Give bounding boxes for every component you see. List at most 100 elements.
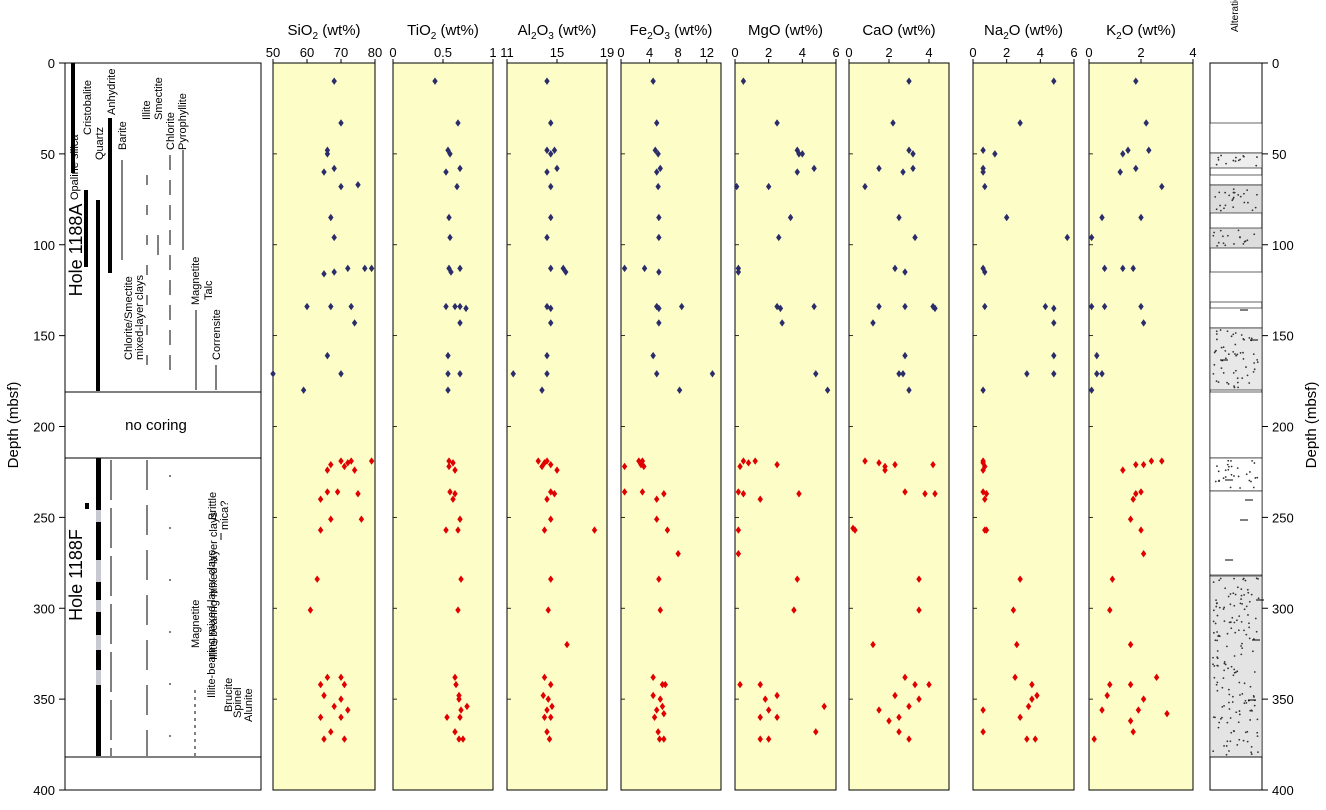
- alteration-dot: [1234, 353, 1236, 355]
- alteration-dot: [1224, 244, 1227, 247]
- data-point-1188F: [450, 495, 456, 503]
- alteration-dot: [1230, 465, 1233, 468]
- alteration-dot: [1256, 358, 1259, 361]
- data-point-1188A: [654, 168, 660, 176]
- data-point-1188F: [338, 673, 344, 682]
- alteration-dot: [1256, 731, 1259, 734]
- x-tick-label: 4: [1189, 45, 1196, 60]
- alteration-dot: [1235, 354, 1238, 357]
- data-point-1188F: [902, 488, 908, 496]
- alteration-dot: [1220, 367, 1223, 370]
- data-point-1188F: [345, 706, 351, 714]
- data-point-1188A: [447, 233, 453, 242]
- data-point-1188F: [452, 490, 458, 498]
- alteration-dot: [1234, 631, 1237, 634]
- data-point-1188F: [324, 488, 331, 496]
- alteration-dot: [1233, 671, 1236, 674]
- alteration-dot: [1224, 476, 1227, 478]
- alteration-dot: [1215, 380, 1218, 383]
- data-point-1188F: [460, 735, 466, 743]
- range-bar-quartz-F-gap5: [96, 670, 101, 685]
- data-point-1188F: [980, 466, 986, 474]
- data-point-1188A: [1117, 168, 1123, 176]
- alteration-dot: [1250, 709, 1253, 712]
- data-point-1188A: [900, 370, 906, 378]
- data-point-1188F: [355, 490, 361, 498]
- data-point-1188F: [821, 702, 827, 711]
- range-bar-quartz: [96, 200, 100, 391]
- alteration-dot: [1216, 664, 1219, 667]
- data-point-1188F: [906, 702, 912, 711]
- data-point-1188A: [1088, 302, 1095, 311]
- data-point-1188F: [368, 457, 375, 465]
- alteration-dot: [1212, 620, 1215, 623]
- data-point-1188A: [650, 351, 656, 360]
- mineral-label-F-spinel: Spinel: [232, 687, 244, 718]
- data-point-1188A: [554, 164, 560, 173]
- alteration-dot: [1212, 609, 1215, 612]
- data-point-1188A: [443, 302, 449, 311]
- data-point-1188A: [735, 268, 742, 276]
- x-tick-label: 4: [799, 45, 806, 60]
- data-point-1188A: [912, 233, 918, 242]
- alteration-dot: [1216, 650, 1219, 652]
- data-point-1188F: [926, 680, 932, 689]
- alteration-dot: [1237, 386, 1239, 389]
- data-point-1188A: [457, 370, 463, 378]
- alteration-dot: [1251, 209, 1254, 212]
- data-point-1188A: [324, 150, 331, 158]
- data-point-1188F: [980, 459, 986, 467]
- data-point-1188A: [980, 264, 986, 273]
- mineral-label-F-brittle: Brittle: [207, 492, 219, 520]
- alteration-dot: [1225, 745, 1228, 747]
- data-point-1188A: [1051, 77, 1057, 85]
- alteration-dot: [1216, 465, 1218, 468]
- alteration-dot: [1240, 594, 1243, 597]
- alteration-dot: [1229, 717, 1232, 719]
- data-point-1188F: [662, 680, 668, 689]
- data-point-1188A: [328, 213, 334, 222]
- data-point-1188F: [1025, 702, 1032, 711]
- data-point-1188A: [765, 182, 772, 191]
- alteration-dot: [1236, 467, 1239, 469]
- data-point-1188A: [331, 268, 337, 276]
- data-point-1188F: [548, 713, 554, 721]
- alteration-dot: [1255, 630, 1258, 633]
- data-point-1188F: [551, 490, 558, 498]
- data-point-1188F: [464, 702, 470, 711]
- left-axis-ticks: 0 50 100 150 200 250 300 350 400: [33, 56, 65, 798]
- alteration-dot: [1225, 162, 1227, 165]
- data-point-1188F: [455, 606, 461, 614]
- panel-frame: [392, 62, 494, 791]
- mineral-label-chlorite: Chlorite: [165, 112, 177, 150]
- alteration-dot: [1249, 471, 1251, 473]
- data-point-1188A: [1130, 264, 1136, 273]
- alteration-dot: [1253, 462, 1256, 464]
- alteration-dot: [1250, 337, 1253, 340]
- alteration-dot: [1239, 236, 1241, 239]
- alteration-dot: [1250, 751, 1253, 754]
- x-tick-label: 4: [646, 45, 653, 60]
- data-point-1188F: [752, 457, 758, 465]
- data-point-1188A: [455, 119, 461, 127]
- data-point-1188F: [661, 709, 667, 718]
- data-point-1188A: [432, 77, 438, 85]
- alteration-dot: [1219, 577, 1222, 580]
- data-point-1188F: [1091, 735, 1097, 743]
- range-bar-cristobalite: [84, 190, 88, 267]
- alteration-unit-4: [1209, 184, 1263, 214]
- alteration-dot: [1223, 207, 1225, 210]
- alteration-dot: [1233, 243, 1235, 245]
- alteration-dot: [1213, 231, 1216, 234]
- data-point-1188A: [656, 233, 662, 242]
- data-point-1188A: [328, 302, 334, 311]
- panel-title: SiO2 (wt%): [287, 22, 360, 42]
- data-point-1188A: [652, 146, 658, 154]
- alteration-dot: [1241, 693, 1244, 695]
- alteration-dot: [1238, 713, 1241, 716]
- data-point-1188F: [1099, 706, 1105, 714]
- data-point-1188A: [544, 351, 550, 360]
- alteration-dot: [1237, 629, 1240, 632]
- alteration-dot: [1236, 586, 1239, 589]
- data-point-1188F: [896, 713, 902, 721]
